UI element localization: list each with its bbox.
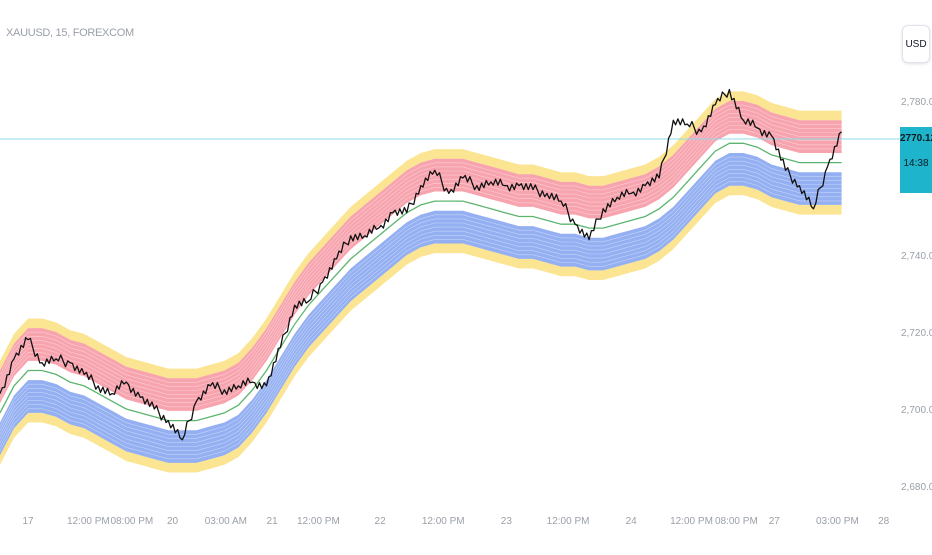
x-tick-label: 12:00 PM	[67, 516, 110, 527]
band-lower-stripe	[0, 181, 842, 460]
x-tick-label: 03:00 PM	[816, 516, 859, 527]
x-tick-label: 12:00 PM	[422, 516, 465, 527]
x-tick-label: 12:00 PM	[297, 516, 340, 527]
midline-series	[0, 142, 842, 422]
price-series	[0, 88, 843, 441]
x-tick-label: 27	[769, 516, 781, 527]
x-tick-label: 12:00 PM	[670, 516, 713, 527]
x-tick-label: 17	[22, 516, 34, 527]
band-lower	[0, 153, 842, 463]
band-upper-stripe	[0, 121, 842, 399]
x-tick-label: 08:00 PM	[715, 516, 758, 527]
y-tick-label: 2,700.00	[901, 405, 932, 416]
x-tick-label: 20	[167, 516, 179, 527]
bar-countdown: 14:38	[903, 158, 929, 169]
current-price-value: 2770.12	[900, 133, 932, 144]
band-lower-stripe	[0, 177, 842, 455]
y-tick-label: 2,680.00	[901, 482, 932, 493]
band-lower-stripe	[0, 160, 842, 439]
current-price-tag: 2770.12 14:38	[900, 127, 932, 193]
y-tick-label: 2,740.00	[901, 251, 932, 262]
symbol-label: XAUUSD, 15, FOREXCOM	[6, 27, 134, 39]
x-tick-label: 03:00 AM	[205, 516, 247, 527]
y-tick-label: 2,780.00	[901, 97, 932, 108]
band-lower-stripe	[0, 169, 842, 447]
y-tick-label: 2,720.00	[901, 328, 932, 339]
band-upper	[0, 101, 842, 411]
x-tick-label: 22	[375, 516, 387, 527]
band-lower-stripe	[0, 156, 842, 435]
x-tick-label: 23	[501, 516, 513, 527]
x-tick-label: 24	[626, 516, 638, 527]
band-lower-stripe	[0, 164, 842, 443]
x-tick-label: 21	[267, 516, 279, 527]
band-upper-stripe	[0, 117, 842, 395]
band-lower-stripe	[0, 173, 842, 451]
currency-button[interactable]: USD	[902, 25, 930, 63]
x-tick-label: 08:00 PM	[110, 516, 153, 527]
band-upper-stripe	[0, 129, 842, 408]
band-upper-stripe	[0, 104, 842, 383]
band-upper-stripe	[0, 113, 842, 391]
x-tick-label: 12:00 PM	[547, 516, 590, 527]
x-tick-label: 28	[878, 516, 890, 527]
